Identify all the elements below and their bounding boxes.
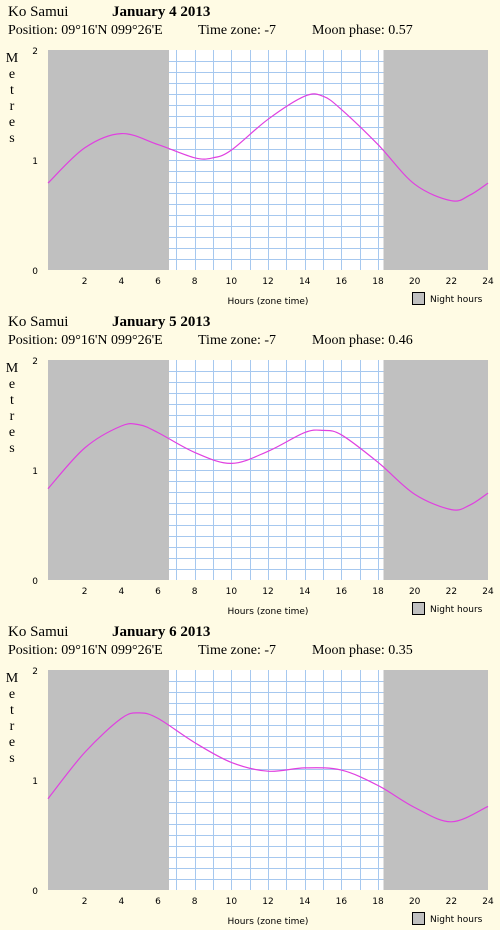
moon-phase-text: Moon phase: 0.35 <box>312 643 413 658</box>
night-shade-evening <box>383 50 488 270</box>
x-tick-label: 24 <box>482 277 494 287</box>
x-tick-label: 16 <box>336 587 348 597</box>
y-tick-label: 0 <box>32 577 38 587</box>
x-tick-label: 18 <box>372 587 384 597</box>
chart-date: January 6 2013 <box>112 624 211 640</box>
timezone-text: Time zone: -7 <box>198 643 277 658</box>
night-shade-morning <box>48 360 169 580</box>
x-tick-label: 6 <box>155 897 161 907</box>
night-shade-evening <box>383 360 488 580</box>
legend-label: Night hours <box>430 915 483 925</box>
position-text: Position: 09°16'N 099°26'E <box>8 333 163 348</box>
y-tick-label: 1 <box>32 777 38 787</box>
legend-swatch-night <box>412 602 425 615</box>
x-tick-label: 6 <box>155 277 161 287</box>
legend: Night hours <box>412 292 483 305</box>
x-tick-label: 14 <box>299 897 311 907</box>
tide-curve <box>47 93 489 202</box>
x-tick-label: 22 <box>446 277 457 287</box>
night-shade-morning <box>48 50 169 270</box>
x-tick-label: 24 <box>482 897 494 907</box>
x-tick-label: 6 <box>155 587 161 597</box>
x-tick-label: 22 <box>446 587 457 597</box>
x-axis-label: Hours (zone time) <box>228 607 309 617</box>
position-text: Position: 09°16'N 099°26'E <box>8 643 163 658</box>
x-tick-label: 18 <box>372 897 384 907</box>
legend-swatch-night <box>412 292 425 305</box>
y-tick-label: 1 <box>32 467 38 477</box>
y-tick-label: 2 <box>32 357 38 367</box>
chart-date: January 4 2013 <box>112 4 211 20</box>
x-tick-label: 12 <box>262 897 273 907</box>
x-tick-label: 8 <box>192 587 198 597</box>
x-axis-label: Hours (zone time) <box>228 297 309 307</box>
panel-title: Ko Samui January 4 2013 <box>8 4 210 21</box>
legend-label: Night hours <box>430 605 483 615</box>
panel-title: Ko Samui January 6 2013 <box>8 624 210 641</box>
night-shade-evening <box>383 670 488 890</box>
x-tick-label: 10 <box>226 897 238 907</box>
x-tick-label: 4 <box>118 897 124 907</box>
x-tick-label: 8 <box>192 897 198 907</box>
legend-label: Night hours <box>430 295 483 305</box>
location-name: Ko Samui <box>8 624 69 640</box>
moon-phase-text: Moon phase: 0.57 <box>312 23 413 38</box>
y-tick-label: 1 <box>32 157 38 167</box>
x-tick-label: 16 <box>336 897 348 907</box>
legend-swatch-night <box>412 912 425 925</box>
panel-title: Ko Samui January 5 2013 <box>8 314 210 331</box>
x-tick-label: 24 <box>482 587 494 597</box>
location-name: Ko Samui <box>8 314 69 330</box>
night-shade-morning <box>48 670 169 890</box>
tide-curve <box>47 712 489 823</box>
x-tick-label: 10 <box>226 587 238 597</box>
x-tick-label: 20 <box>409 277 421 287</box>
tide-curve <box>47 422 489 511</box>
y-tick-label: 0 <box>32 267 38 277</box>
chart-date: January 5 2013 <box>112 314 211 330</box>
x-tick-label: 10 <box>226 277 238 287</box>
tide-panel: 2 4 6 8 10 12 14 16 18 20 22 24 0 1 2 Hours (zone time)… <box>0 620 500 930</box>
x-tick-label: 4 <box>118 277 124 287</box>
y-tick-label: 2 <box>32 667 38 677</box>
x-tick-label: 8 <box>192 277 198 287</box>
x-tick-label: 14 <box>299 587 311 597</box>
position-text: Position: 09°16'N 099°26'E <box>8 23 163 38</box>
y-tick-label: 0 <box>32 887 38 897</box>
y-tick-label: 2 <box>32 47 38 57</box>
x-tick-label: 2 <box>82 277 88 287</box>
x-axis-label: Hours (zone time) <box>228 917 309 927</box>
tide-panel: 2 4 6 8 10 12 14 16 18 20 22 24 0 1 2 Hours (zone time)… <box>0 0 500 310</box>
x-tick-label: 4 <box>118 587 124 597</box>
x-tick-label: 12 <box>262 277 273 287</box>
tide-panel: 2 4 6 8 10 12 14 16 18 20 22 24 0 1 2 Hours (zone time)… <box>0 310 500 620</box>
x-tick-label: 2 <box>82 897 88 907</box>
x-tick-label: 18 <box>372 277 384 287</box>
legend: Night hours <box>412 602 483 615</box>
x-tick-label: 22 <box>446 897 457 907</box>
x-tick-label: 20 <box>409 897 421 907</box>
x-tick-label: 16 <box>336 277 348 287</box>
legend: Night hours <box>412 912 483 925</box>
x-tick-label: 14 <box>299 277 311 287</box>
x-tick-label: 20 <box>409 587 421 597</box>
location-name: Ko Samui <box>8 4 69 20</box>
timezone-text: Time zone: -7 <box>198 23 277 38</box>
x-tick-label: 2 <box>82 587 88 597</box>
x-tick-label: 12 <box>262 587 273 597</box>
moon-phase-text: Moon phase: 0.46 <box>312 333 413 348</box>
timezone-text: Time zone: -7 <box>198 333 277 348</box>
